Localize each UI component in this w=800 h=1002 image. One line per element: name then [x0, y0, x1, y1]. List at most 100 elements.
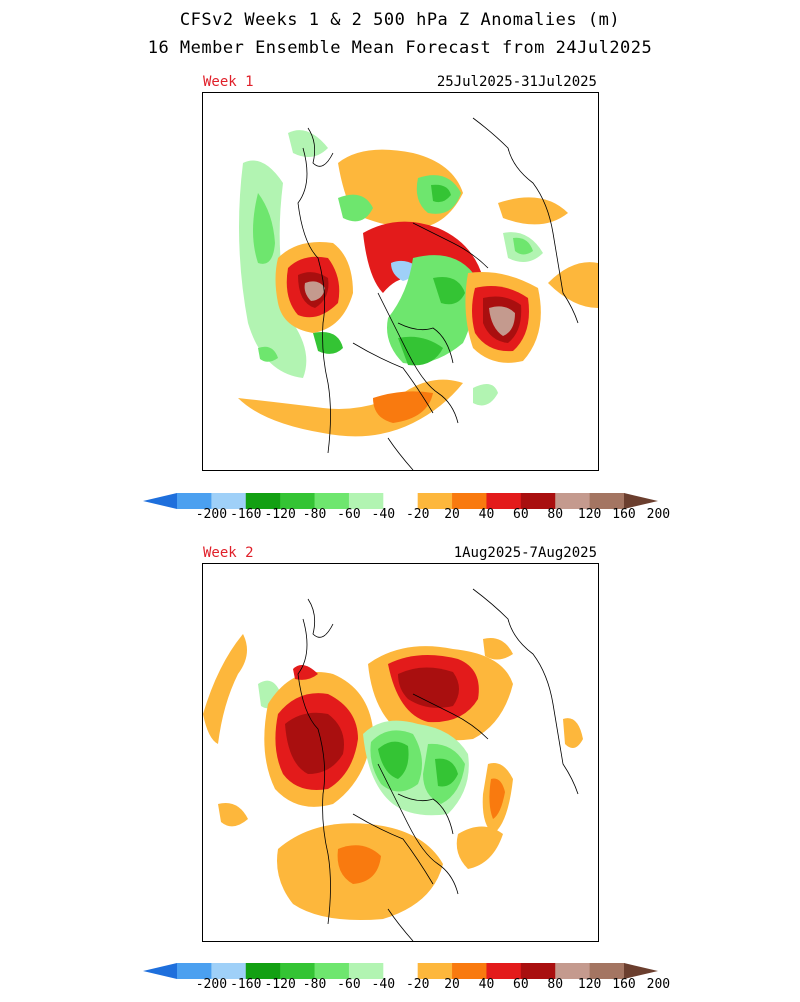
week2-anomaly-map — [203, 588, 583, 941]
colorbar-swatch — [520, 963, 556, 979]
anomaly-region — [563, 718, 583, 748]
anomaly-region — [433, 277, 465, 305]
anomaly-region — [304, 281, 325, 301]
colorbar-swatch — [383, 493, 419, 509]
anomaly-region — [253, 193, 275, 264]
colorbar-week1: -200 -160 -120 -80 -60 -40 -20 20 40 60 80 120 160 20… — [143, 492, 670, 532]
colorbar-swatch — [452, 963, 487, 979]
anomaly-region — [513, 237, 533, 255]
week2-date-range: 1Aug2025-7Aug2025 — [453, 545, 597, 561]
anomaly-region — [238, 379, 463, 437]
anomaly-region — [473, 384, 498, 406]
colorbar-tick-label: -160 — [230, 977, 262, 992]
colorbar-swatch — [589, 493, 625, 509]
colorbar-tick-label: -20 — [405, 507, 430, 522]
anomaly-region — [435, 758, 458, 787]
anomaly-region — [337, 845, 381, 884]
colorbar-tick-label: 40 — [478, 977, 495, 992]
colorbar-swatch — [452, 493, 487, 509]
anomaly-region — [285, 712, 344, 774]
colorbar-tick-label: -40 — [371, 507, 396, 522]
colorbar-tick-label: 60 — [513, 977, 529, 992]
week2-map-panel — [202, 563, 599, 942]
anomaly-region — [489, 778, 505, 819]
colorbar-swatch — [383, 963, 419, 979]
week1-label: Week 1 — [203, 74, 254, 90]
anomaly-region — [398, 336, 443, 366]
week2-label: Week 2 — [203, 545, 254, 561]
colorbar-tick-label: -80 — [302, 977, 327, 992]
colorbar-swatch — [417, 493, 453, 509]
anomaly-region — [391, 260, 415, 281]
anomaly-region — [373, 391, 433, 423]
colorbar-swatch — [280, 493, 316, 509]
colorbar-swatch — [143, 493, 177, 509]
anomaly-region — [258, 346, 278, 362]
anomaly-region — [378, 741, 409, 779]
colorbar-tick-label: 40 — [478, 507, 495, 522]
colorbar-tick-label: 120 — [577, 977, 602, 992]
anomaly-region — [489, 306, 515, 336]
colorbar-tick-label: 120 — [577, 507, 602, 522]
colorbar-swatch — [177, 493, 212, 509]
anomaly-region — [203, 634, 247, 744]
colorbar-tick-label: 200 — [646, 507, 671, 522]
anomaly-region — [483, 638, 513, 660]
colorbar-tick-label: -40 — [371, 977, 396, 992]
colorbar-swatch — [624, 493, 658, 509]
colorbar-swatch — [520, 493, 556, 509]
anomaly-region — [398, 667, 459, 708]
coastlines — [297, 117, 579, 470]
colorbar-tick-label: -200 — [195, 507, 228, 522]
colorbar-swatch — [245, 493, 281, 509]
colorbar-tick-label: 160 — [612, 507, 636, 522]
anomaly-region — [456, 826, 503, 869]
colorbar-tick-label: -120 — [264, 507, 296, 522]
colorbar-swatch — [624, 963, 658, 979]
colorbar-tick-label: -200 — [195, 977, 228, 992]
colorbar-tick-label: -60 — [337, 507, 361, 522]
week1-anomaly-map — [238, 117, 598, 470]
chart-title: CFSv2 Weeks 1 & 2 500 hPa Z Anomalies (m… — [179, 10, 621, 30]
colorbar-swatches — [143, 493, 658, 509]
colorbar-swatch — [348, 493, 384, 509]
anomaly-region — [293, 665, 318, 680]
coastlines — [297, 588, 579, 941]
colorbar-swatch — [211, 493, 247, 509]
colorbar-swatch — [555, 963, 591, 979]
chart-subtitle: 16 Member Ensemble Mean Forecast from 24… — [147, 38, 653, 58]
colorbar-swatch — [177, 963, 212, 979]
anomaly-region — [548, 262, 598, 308]
colorbar-swatch — [486, 493, 522, 509]
colorbar-tick-label: 80 — [547, 977, 564, 992]
colorbar-tick-label: -80 — [302, 507, 327, 522]
colorbar-tick-label: 20 — [444, 507, 460, 522]
week1-map-panel — [202, 92, 599, 471]
colorbar-swatch — [348, 963, 384, 979]
anomaly-region — [218, 803, 248, 827]
colorbar-tick-label: -160 — [230, 507, 262, 522]
colorbar-tick-label: 200 — [646, 977, 671, 992]
colorbar-swatch — [555, 493, 591, 509]
colorbar-swatch — [417, 963, 453, 979]
colorbar-swatch — [314, 493, 350, 509]
colorbar-tick-label: 80 — [547, 507, 564, 522]
colorbar-tick-label: 20 — [444, 977, 460, 992]
colorbar-swatch — [143, 963, 177, 979]
week1-date-range: 25Jul2025-31Jul2025 — [436, 74, 597, 90]
colorbar-swatch — [589, 963, 625, 979]
colorbar-swatch — [486, 963, 522, 979]
anomaly-region — [431, 184, 451, 203]
colorbar-tick-label: -120 — [264, 977, 296, 992]
colorbar-swatches — [143, 963, 658, 979]
colorbar-tick-label: -60 — [337, 977, 361, 992]
anomaly-region — [313, 332, 343, 354]
colorbar-week2: -200 -160 -120 -80 -60 -40 -20 20 40 60 80 120 160 20… — [143, 962, 670, 1002]
anomaly-region — [498, 197, 568, 225]
colorbar-swatch — [245, 963, 281, 979]
colorbar-tick-label: 160 — [612, 977, 636, 992]
anomaly-region — [288, 130, 328, 157]
anomaly-region — [338, 194, 373, 222]
colorbar-swatch — [280, 963, 316, 979]
colorbar-tick-label: 60 — [513, 507, 529, 522]
